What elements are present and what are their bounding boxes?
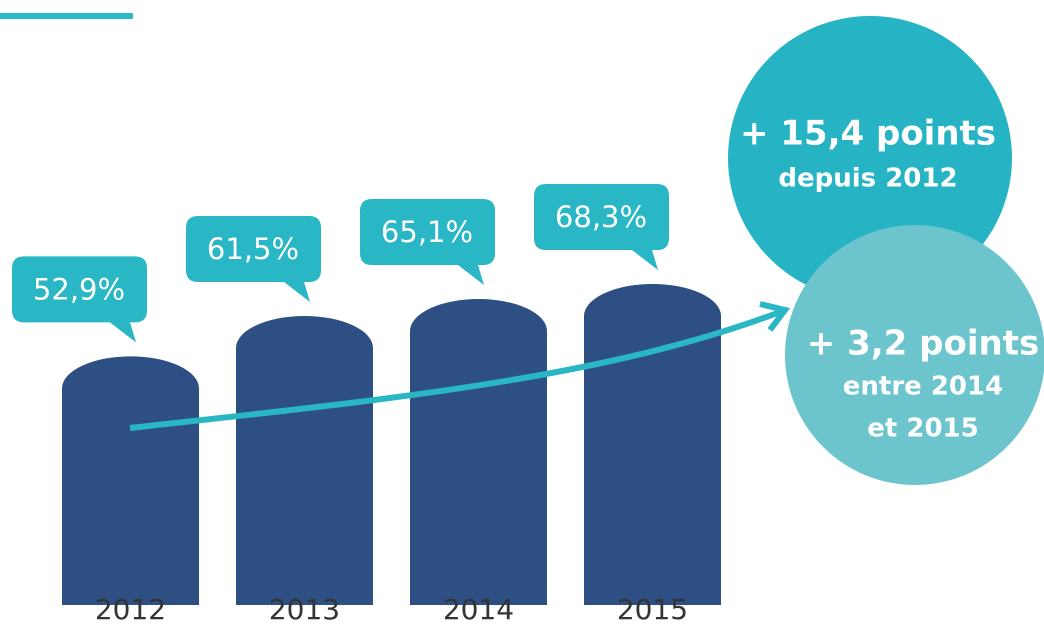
bar — [410, 299, 547, 605]
x-tick-label: 2012 — [95, 593, 166, 626]
x-tick-label: 2015 — [617, 593, 688, 626]
annotation-text: + 3,2 points — [807, 324, 1039, 364]
callout-bubble — [534, 183, 669, 270]
annotation-text: entre 2014 — [843, 372, 1003, 402]
bar — [62, 356, 199, 605]
callout-bubble — [12, 256, 147, 343]
value-label: 65,1% — [381, 215, 473, 249]
callout-bubble — [360, 199, 495, 286]
value-label: 52,9% — [33, 272, 125, 306]
trend-arrow — [129, 309, 782, 431]
callout-bubble — [186, 215, 321, 302]
bar — [584, 283, 721, 605]
annotation-text: et 2015 — [867, 414, 978, 444]
x-tick-label: 2014 — [443, 593, 514, 626]
annotation-circle — [785, 225, 1044, 485]
arrow-head — [759, 301, 791, 332]
x-tick-label: 2013 — [269, 593, 340, 626]
annotation-text: depuis 2012 — [778, 164, 957, 194]
bar — [236, 315, 373, 605]
value-label: 61,5% — [207, 232, 299, 266]
annotation-text: + 15,4 points — [740, 114, 996, 154]
value-label: 68,3% — [555, 200, 647, 234]
